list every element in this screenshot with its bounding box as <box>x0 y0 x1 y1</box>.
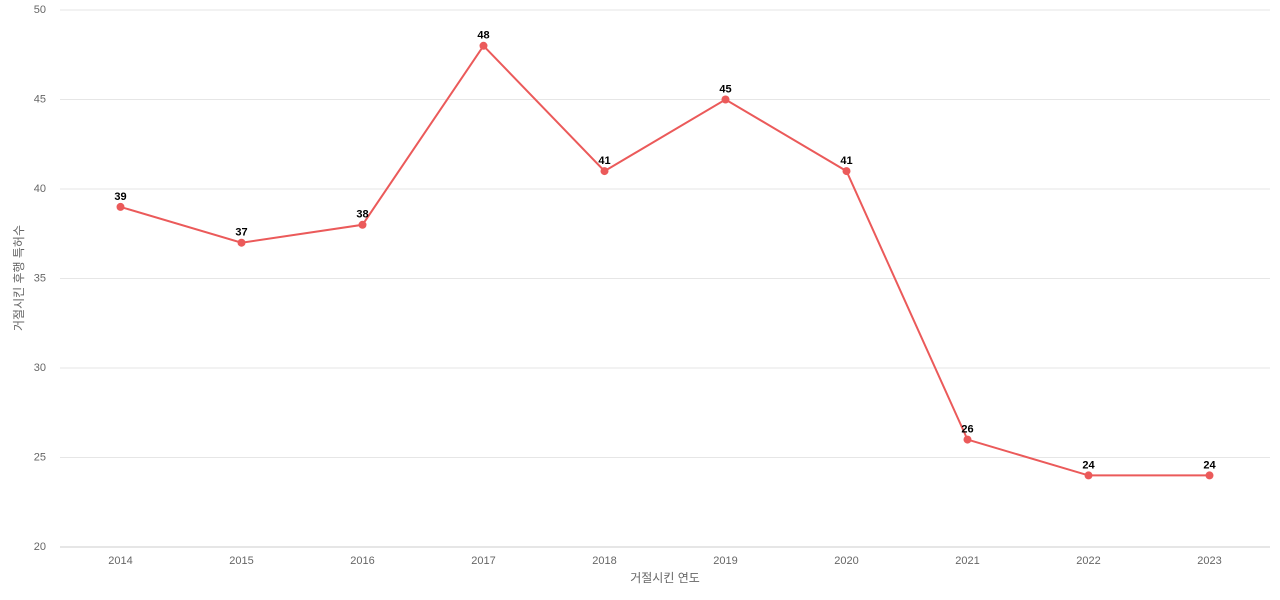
y-axis-label: 거절시킨 후행 특허수 <box>11 225 26 331</box>
y-tick-label: 50 <box>34 4 46 16</box>
value-label: 45 <box>719 83 731 95</box>
y-tick-label: 20 <box>34 541 46 553</box>
y-tick-label: 35 <box>34 272 46 284</box>
value-label: 41 <box>840 155 852 167</box>
point <box>237 238 246 247</box>
y-tick-label: 30 <box>34 362 46 374</box>
x-tick-label: 2017 <box>471 555 495 567</box>
x-tick-label: 2019 <box>713 555 737 567</box>
x-tick-label: 2016 <box>350 555 374 567</box>
point <box>1084 471 1093 480</box>
point <box>1205 471 1214 480</box>
x-tick-label: 2022 <box>1076 555 1100 567</box>
point <box>600 167 609 176</box>
x-axis-label: 거절시킨 연도 <box>630 571 700 585</box>
value-label: 39 <box>114 191 126 203</box>
x-tick-label: 2014 <box>108 555 132 567</box>
point <box>963 435 972 444</box>
y-tick-label: 25 <box>34 451 46 463</box>
point <box>479 41 488 50</box>
point <box>116 202 125 211</box>
value-label: 37 <box>235 227 247 239</box>
x-tick-label: 2020 <box>834 555 858 567</box>
line <box>120 44 1210 477</box>
x-tick-label: 2021 <box>955 555 979 567</box>
x-tick-label: 2023 <box>1197 555 1221 567</box>
value-label: 24 <box>1082 459 1095 471</box>
x-tick-label: 2015 <box>229 555 253 567</box>
point <box>358 220 367 229</box>
y-tick-label: 40 <box>34 183 46 195</box>
value-label: 26 <box>961 424 973 436</box>
value-label: 41 <box>598 155 610 167</box>
y-tick-label: 45 <box>34 93 46 105</box>
point <box>721 95 730 104</box>
value-label: 48 <box>477 30 489 42</box>
value-label: 24 <box>1203 459 1216 471</box>
point <box>842 167 851 176</box>
x-tick-label: 2018 <box>592 555 616 567</box>
value-label: 38 <box>356 209 368 221</box>
